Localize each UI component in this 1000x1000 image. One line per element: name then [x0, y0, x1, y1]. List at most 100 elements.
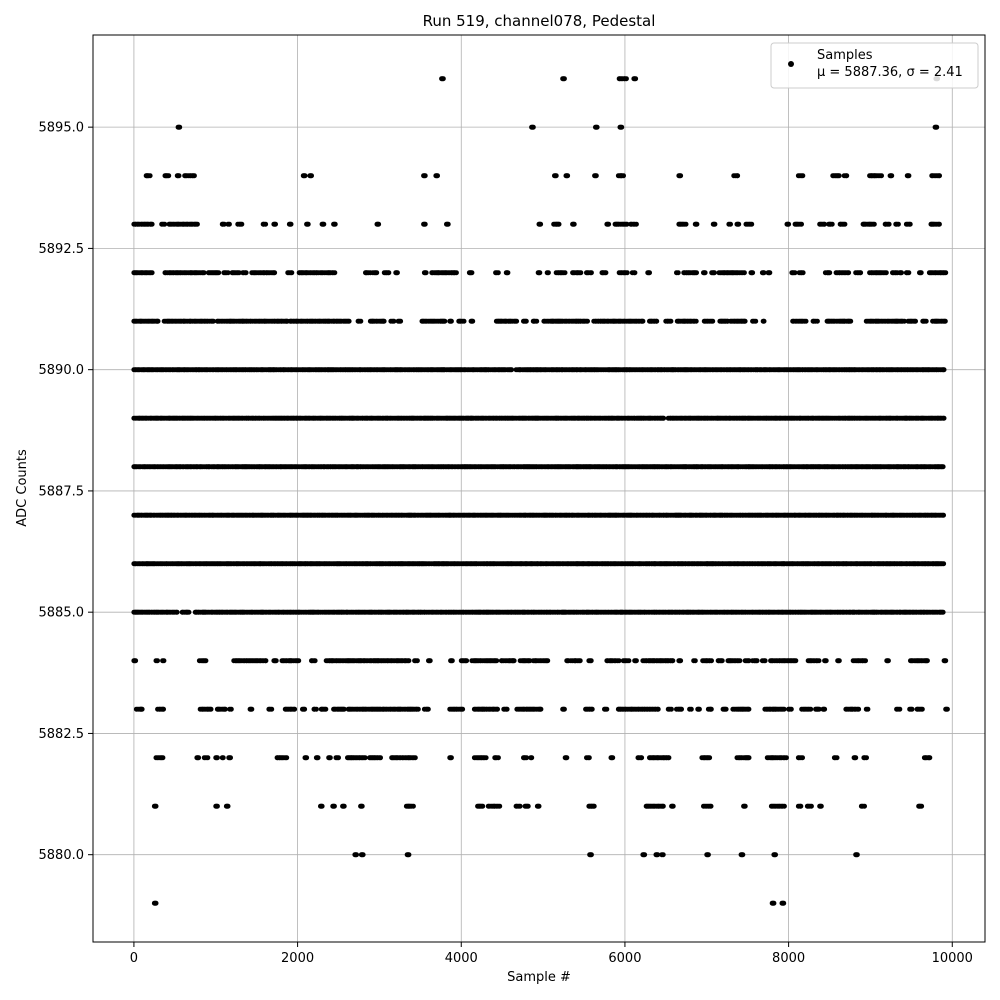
data-point [538, 706, 544, 712]
data-point [737, 658, 743, 664]
data-point [139, 706, 145, 712]
data-point [660, 803, 666, 809]
data-point [679, 706, 684, 712]
data-point [588, 852, 594, 858]
data-point [495, 706, 500, 712]
data-point [604, 706, 610, 712]
data-point [754, 658, 760, 664]
data-point [586, 755, 592, 761]
data-point [708, 803, 714, 809]
data-point [678, 658, 684, 664]
data-point [589, 706, 595, 712]
chart-title: Run 519, channel078, Pedestal [423, 12, 656, 30]
data-point [836, 658, 842, 664]
data-point [661, 415, 667, 421]
data-point [639, 755, 645, 761]
data-point [304, 755, 310, 761]
data-point [412, 755, 418, 761]
data-point [746, 658, 752, 664]
data-point [800, 755, 805, 761]
data-point [410, 803, 416, 809]
data-point [885, 658, 891, 664]
data-point [155, 658, 160, 664]
data-point [719, 658, 725, 664]
data-point [919, 706, 925, 712]
data-point [359, 803, 365, 809]
data-point [688, 706, 694, 712]
data-point [692, 658, 698, 664]
data-point [378, 755, 383, 761]
data-point [941, 561, 947, 567]
data-point [591, 803, 597, 809]
data-point [773, 852, 778, 858]
data-point [319, 803, 325, 809]
data-point [822, 706, 828, 712]
data-point [927, 755, 933, 761]
data-point [670, 803, 676, 809]
data-point [670, 658, 676, 664]
data-point [425, 706, 431, 712]
data-point [740, 852, 746, 858]
data-point [464, 658, 470, 664]
data-point [545, 658, 551, 664]
data-point [228, 706, 234, 712]
data-point [854, 852, 860, 858]
data-point [944, 706, 950, 712]
data-point [909, 706, 915, 712]
data-point [705, 852, 711, 858]
data-point [771, 900, 777, 906]
data-point [480, 803, 486, 809]
data-point [406, 658, 412, 664]
data-point [818, 803, 824, 809]
data-point [186, 609, 192, 615]
data-point [315, 755, 321, 761]
data-point [897, 706, 903, 712]
data-point [220, 755, 226, 761]
data-point [161, 658, 167, 664]
data-point [924, 658, 930, 664]
data-point [808, 706, 814, 712]
data-point [863, 658, 868, 664]
data-point [816, 658, 822, 664]
data-point [524, 755, 530, 761]
data-point [153, 900, 159, 906]
data-point [222, 706, 228, 712]
data-points [131, 76, 950, 906]
data-point [497, 803, 503, 809]
data-point [494, 658, 500, 664]
data-point [263, 658, 269, 664]
data-point [919, 803, 925, 809]
data-point [511, 658, 517, 664]
data-point [781, 803, 787, 809]
data-point [525, 803, 531, 809]
data-point [341, 706, 347, 712]
data-point [460, 706, 466, 712]
data-point [536, 803, 542, 809]
data-point [495, 755, 501, 761]
data-point [161, 706, 166, 712]
data-point [655, 706, 661, 712]
data-point [633, 658, 639, 664]
data-point [798, 803, 804, 809]
data-point [668, 706, 674, 712]
data-point [626, 658, 632, 664]
data-point [642, 852, 648, 858]
data-point [362, 755, 368, 761]
data-point [762, 658, 768, 664]
data-point [783, 755, 789, 761]
data-point [588, 658, 594, 664]
data-point [862, 803, 867, 809]
data-point [509, 367, 515, 373]
data-point [577, 658, 583, 664]
data-point [808, 803, 814, 809]
data-point [174, 609, 180, 615]
data-point [943, 658, 949, 664]
data-point [746, 706, 752, 712]
data-point [160, 755, 166, 761]
data-point [273, 658, 279, 664]
data-point [269, 706, 275, 712]
data-point [427, 658, 433, 664]
data-point [940, 464, 946, 470]
data-point [941, 415, 947, 421]
data-point [941, 512, 946, 518]
